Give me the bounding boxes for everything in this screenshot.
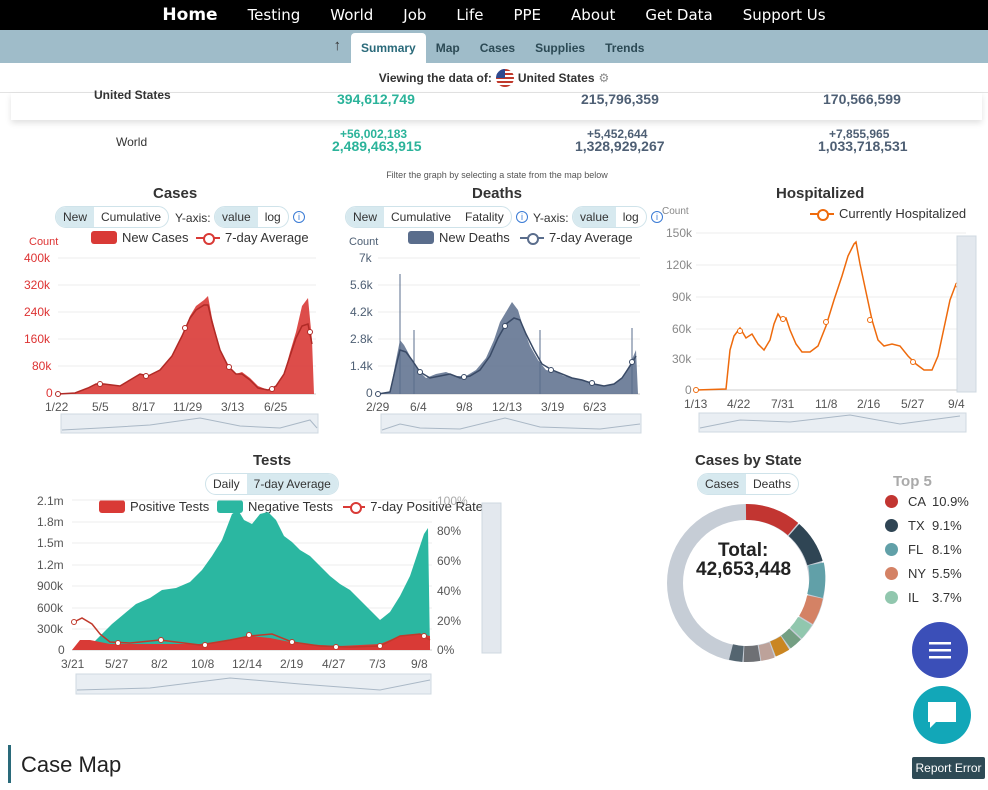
us-flag-icon <box>495 68 514 87</box>
tab-map[interactable]: Map <box>435 41 460 55</box>
cases-info-icon[interactable]: i <box>293 211 305 223</box>
world-row-name: World <box>116 135 148 149</box>
hosp-unit: Count <box>662 206 689 217</box>
tests-daily-toggle[interactable]: Daily <box>213 477 240 491</box>
filter-note: Filter the graph by selecting a state fr… <box>386 170 608 180</box>
cases-new-toggle[interactable]: New <box>56 207 95 227</box>
cases-value-toggle[interactable]: value <box>215 207 258 227</box>
nav-world[interactable]: World <box>330 6 374 24</box>
nav-home[interactable]: Home <box>162 5 218 25</box>
deaths-yaxis-label: Y-axis: <box>533 211 569 225</box>
world-col2-new: +5,452,644 <box>587 127 648 141</box>
tab-supplies[interactable]: Supplies <box>535 41 586 55</box>
top5-row-fl: FL 8.1% <box>885 542 962 557</box>
by-state-total-label: Total: <box>718 540 769 561</box>
by-state-deaths-toggle[interactable]: Deaths <box>753 477 792 491</box>
deaths-chart-title: Deaths <box>472 185 523 202</box>
nav-support-us[interactable]: Support Us <box>742 6 826 24</box>
tab-trends[interactable]: Trends <box>605 41 645 55</box>
cases-yaxis-label: Y-axis: <box>175 211 211 225</box>
deaths-legend-avg[interactable]: 7-day Average <box>520 230 633 245</box>
deaths-cumulative-toggle[interactable]: Cumulative <box>391 210 452 224</box>
gear-icon[interactable]: ⚙ <box>598 70 610 85</box>
top5-row-ny: NY 5.5% <box>885 566 962 581</box>
top5-title: Top 5 <box>893 473 932 490</box>
tests-chart-title: Tests <box>253 452 292 469</box>
world-tests-total: 2,489,463,915 <box>332 138 422 154</box>
nav-ppe[interactable]: PPE <box>513 6 542 24</box>
menu-icon <box>929 642 951 659</box>
cases-legend-new[interactable]: New Cases <box>91 230 188 245</box>
sub-nav: ↑ Summary Map Cases Supplies Trends <box>0 30 988 63</box>
hosp-chart-title: Hospitalized <box>776 185 865 202</box>
us-row-tests: 394,612,749 <box>337 91 415 107</box>
deaths-mode-toggle: New Cumulative Fatality <box>345 206 512 228</box>
us-row-col2: 215,796,359 <box>581 91 659 107</box>
world-col3-total: 1,033,718,531 <box>818 138 908 154</box>
top5-row-tx: TX 9.1% <box>885 518 962 533</box>
nav-get-data[interactable]: Get Data <box>645 6 713 24</box>
tests-legend-rate[interactable]: 7-day Positive Rate <box>343 499 483 514</box>
nav-job[interactable]: Job <box>403 6 427 24</box>
chat-icon <box>928 702 956 728</box>
hosp-legend[interactable]: Currently Hospitalized <box>810 206 966 221</box>
cases-mode-toggle: New Cumulative <box>55 206 170 228</box>
tab-cases[interactable]: Cases <box>479 41 516 55</box>
scroll-up-icon[interactable]: ↑ <box>333 37 342 54</box>
viewing-label: Viewing the data of: <box>378 70 492 85</box>
by-state-toggle: Cases Deaths <box>697 473 800 495</box>
world-col3-new: +7,855,965 <box>829 127 890 141</box>
deaths-info-icon[interactable]: i <box>651 211 663 223</box>
deaths-legend-new[interactable]: New Deaths <box>408 230 510 245</box>
deaths-scale-toggle: value log <box>572 206 647 228</box>
nav-life[interactable]: Life <box>456 6 484 24</box>
deaths-log-toggle[interactable]: log <box>622 210 639 224</box>
tests-7day-toggle[interactable]: 7-day Average <box>246 474 338 494</box>
cases-chart-title: Cases <box>153 185 198 202</box>
menu-fab-button[interactable] <box>912 622 968 678</box>
report-error-button[interactable]: Report Error <box>912 757 985 779</box>
world-tests-new: +56,002,183 <box>340 127 408 141</box>
cases-scale-toggle: value log <box>214 206 289 228</box>
viewing-bar: Viewing the data of: United States ⚙ <box>0 63 988 93</box>
world-col2-total: 1,328,929,267 <box>575 138 665 154</box>
deaths-fatality-info-icon[interactable]: i <box>516 211 528 223</box>
tests-mode-toggle: Daily 7-day Average <box>205 473 339 495</box>
tab-summary[interactable]: Summary <box>351 33 426 63</box>
cases-legend-avg[interactable]: 7-day Average <box>196 230 309 245</box>
us-row-col3: 170,566,599 <box>823 91 901 107</box>
deaths-fatality-toggle[interactable]: Fatality <box>465 210 504 224</box>
cases-cumulative-toggle[interactable]: Cumulative <box>101 210 162 224</box>
tests-legend-negative[interactable]: Negative Tests <box>217 499 333 514</box>
chat-fab-button[interactable] <box>913 686 971 744</box>
top5-row-ca: CA 10.9% <box>885 494 969 509</box>
cases-unit: Count <box>29 236 59 248</box>
by-state-total: 42,653,448 <box>696 559 792 580</box>
nav-testing[interactable]: Testing <box>247 6 301 24</box>
deaths-unit: Count <box>349 236 379 248</box>
deaths-new-toggle[interactable]: New <box>346 207 385 227</box>
top5-row-il: IL 3.7% <box>885 590 962 605</box>
by-state-title: Cases by State <box>695 452 802 469</box>
viewing-country[interactable]: United States <box>517 70 595 85</box>
case-map-heading: Case Map <box>8 745 121 783</box>
deaths-value-toggle[interactable]: value <box>573 207 616 227</box>
us-row-name: United States <box>94 88 171 102</box>
top-nav: Home Testing World Job Life PPE About Ge… <box>0 0 988 30</box>
tests-legend-positive[interactable]: Positive Tests <box>99 499 209 514</box>
nav-about[interactable]: About <box>571 6 616 24</box>
stats-table-us-row <box>11 93 982 120</box>
by-state-cases-toggle[interactable]: Cases <box>698 474 747 494</box>
cases-log-toggle[interactable]: log <box>264 210 281 224</box>
